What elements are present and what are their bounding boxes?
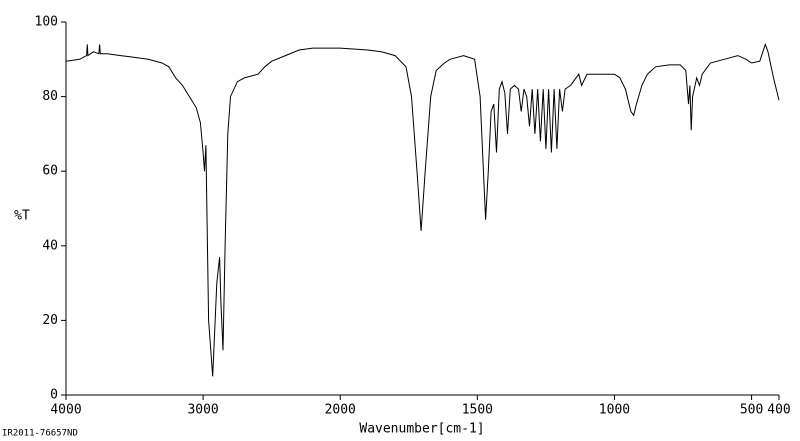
y-axis-label: %T xyxy=(14,209,30,224)
x-tick-label: 2000 xyxy=(325,403,356,418)
y-tick-label: 80 xyxy=(42,89,58,104)
x-tick-label: 3000 xyxy=(187,403,218,418)
y-tick-label: 60 xyxy=(42,164,58,179)
y-tick-label: 40 xyxy=(42,238,58,253)
x-tick-label: 400 xyxy=(767,403,790,418)
x-tick-label: 1500 xyxy=(462,403,493,418)
footnote: IR2011-76657ND xyxy=(2,429,78,439)
x-tick-label: 4000 xyxy=(50,403,81,418)
spectrum-line xyxy=(65,42,780,377)
y-tick-label: 20 xyxy=(42,313,58,328)
x-tick-label: 500 xyxy=(740,403,763,418)
y-tick-label: 100 xyxy=(35,15,58,30)
x-tick-label: 1000 xyxy=(599,403,630,418)
y-tick-label: 0 xyxy=(50,388,58,403)
x-axis-label: Wavenumber[cm-1] xyxy=(359,422,484,437)
